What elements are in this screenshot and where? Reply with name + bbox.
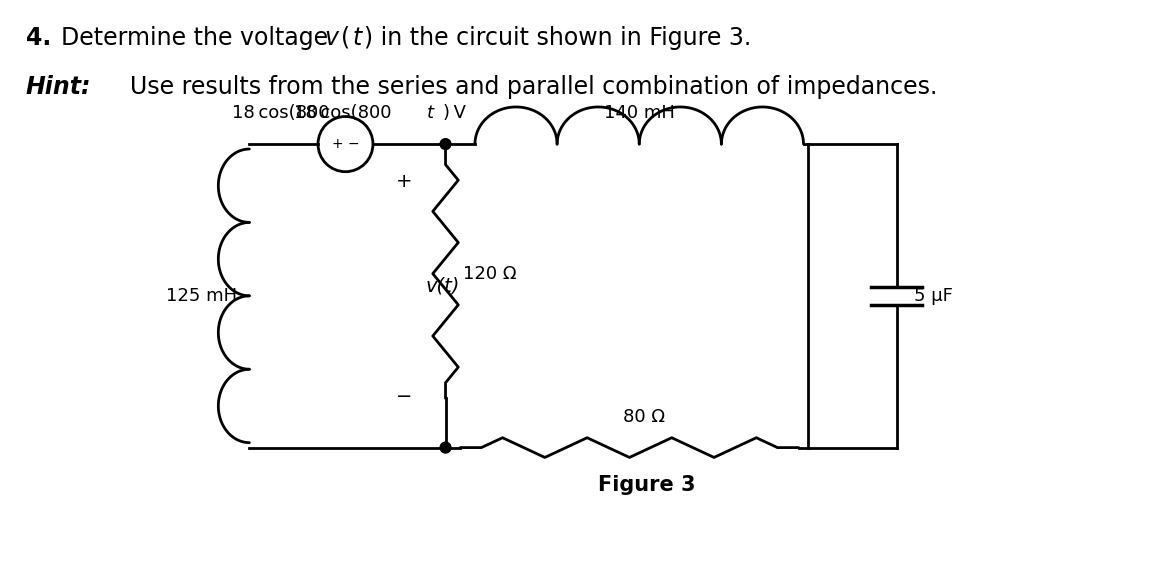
Text: (: (: [341, 26, 350, 50]
Circle shape: [440, 139, 450, 149]
Text: +: +: [396, 172, 412, 191]
Text: 18 cos(800: 18 cos(800: [294, 104, 395, 123]
Text: Determine the voltage: Determine the voltage: [61, 26, 335, 50]
Text: 120 Ω: 120 Ω: [463, 264, 517, 283]
Text: −: −: [396, 387, 412, 406]
Text: 18 cos(800: 18 cos(800: [232, 104, 333, 123]
Text: + −: + −: [332, 137, 359, 151]
Text: 4.: 4.: [25, 26, 51, 50]
Text: ) V: ) V: [442, 104, 465, 123]
Text: ) in the circuit shown in Figure 3.: ) in the circuit shown in Figure 3.: [364, 26, 751, 50]
Text: 140 mH: 140 mH: [604, 104, 675, 123]
Text: 5 μF: 5 μF: [915, 287, 953, 305]
Text: t: t: [427, 104, 434, 123]
Text: v(t): v(t): [426, 276, 461, 295]
Circle shape: [440, 442, 450, 453]
Text: Use results from the series and parallel combination of impedances.: Use results from the series and parallel…: [130, 75, 937, 99]
Text: t: t: [353, 26, 362, 50]
Text: 125 mH: 125 mH: [167, 287, 237, 305]
Text: Hint:: Hint:: [25, 75, 91, 99]
Text: Figure 3: Figure 3: [598, 475, 696, 495]
Text: 80 Ω: 80 Ω: [623, 408, 665, 426]
Text: v: v: [324, 26, 338, 50]
